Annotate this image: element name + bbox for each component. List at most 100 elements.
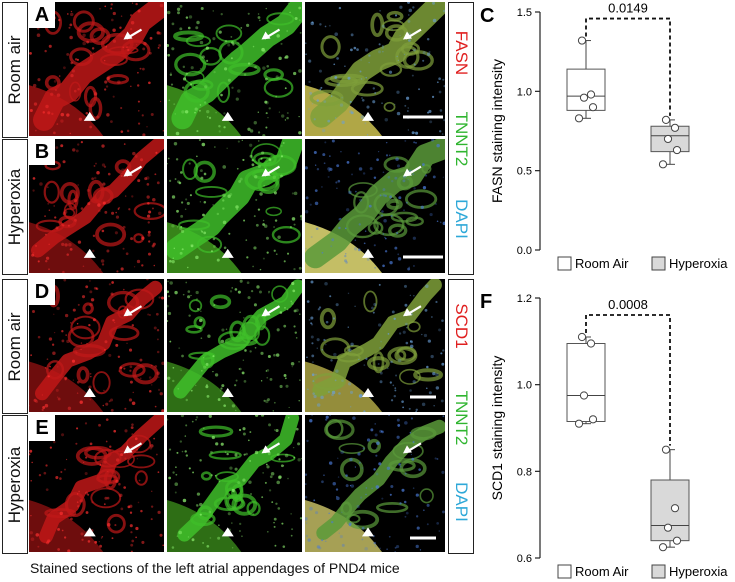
- tissue-speckle: [226, 147, 228, 150]
- data-point: [663, 523, 673, 532]
- tissue-loop: [35, 219, 65, 233]
- tissue-speckle: [361, 467, 364, 469]
- tissue-speckle: [408, 8, 413, 13]
- tissue-speckle: [259, 268, 262, 271]
- tissue-loop: [226, 493, 244, 510]
- tissue-speckle: [66, 339, 70, 344]
- tissue-speckle: [323, 474, 325, 476]
- tissue-speckle: [148, 81, 151, 85]
- tissue-speckle: [136, 458, 139, 460]
- tissue-speckle: [312, 380, 315, 383]
- tissue-speckle: [348, 522, 352, 526]
- tissue-speckle: [124, 457, 127, 460]
- tissue-speckle: [362, 172, 366, 175]
- data-point: [658, 160, 668, 169]
- tissue-speckle: [405, 511, 409, 515]
- tissue-speckle: [132, 151, 136, 156]
- tissue-speckle: [249, 129, 254, 133]
- tissue-speckle: [182, 77, 187, 81]
- tissue-speckle: [401, 488, 405, 492]
- tissue-speckle: [306, 356, 308, 358]
- tissue-speckle: [346, 208, 350, 212]
- tissue-speckle: [189, 194, 192, 197]
- data-point: [577, 36, 587, 45]
- data-point: [670, 123, 680, 132]
- tissue-speckle: [129, 524, 133, 528]
- tissue-speckle: [411, 74, 414, 77]
- chart-letter: F: [480, 291, 492, 313]
- tissue-speckle: [396, 435, 400, 439]
- tissue-speckle: [37, 78, 41, 82]
- tissue-loop: [383, 101, 396, 112]
- tissue-speckle: [202, 356, 205, 359]
- tissue-speckle: [120, 453, 124, 457]
- tissue-speckle: [384, 237, 387, 240]
- tissue-speckle: [103, 503, 106, 506]
- tissue-speckle: [47, 375, 50, 378]
- tissue-speckle: [167, 280, 169, 283]
- tissue-speckle: [204, 85, 208, 89]
- tissue-speckle: [131, 433, 134, 436]
- tissue-speckle: [75, 351, 78, 354]
- tissue-speckle: [243, 73, 247, 76]
- tissue-speckle: [364, 547, 368, 551]
- tissue-speckle: [399, 502, 402, 505]
- tissue-speckle: [119, 493, 123, 498]
- tissue-speckle: [57, 18, 61, 22]
- tissue-speckle: [30, 514, 32, 517]
- tissue-speckle: [298, 266, 302, 270]
- tissue-speckle: [136, 84, 140, 87]
- tissue-speckle: [69, 247, 73, 251]
- tissue-speckle: [269, 377, 273, 381]
- tissue-speckle: [49, 446, 52, 449]
- tissue-speckle: [120, 507, 124, 511]
- tissue-speckle: [396, 544, 400, 549]
- tissue-speckle: [262, 66, 266, 70]
- tissue-speckle: [123, 143, 126, 145]
- tissue-speckle: [150, 364, 153, 367]
- tissue-speckle: [330, 245, 333, 247]
- tissue-speckle: [298, 360, 300, 363]
- tissue-speckle: [157, 338, 159, 341]
- tissue-speckle: [379, 10, 381, 12]
- tissue-speckle: [132, 391, 134, 394]
- tissue-speckle: [257, 131, 261, 134]
- tissue-loop: [76, 366, 90, 384]
- tissue-speckle: [77, 505, 80, 508]
- tissue-speckle: [392, 384, 395, 387]
- p-value-label: 0.0008: [608, 297, 648, 312]
- tissue-loop: [410, 426, 437, 441]
- tissue-speckle: [252, 45, 255, 48]
- tissue-speckle: [185, 454, 189, 457]
- tissue-speckle: [176, 226, 179, 228]
- tissue-speckle: [408, 14, 410, 16]
- tissue-speckle: [336, 164, 340, 168]
- tissue-speckle: [436, 81, 439, 84]
- tissue-speckle: [104, 340, 108, 344]
- tissue-speckle: [75, 149, 79, 153]
- tissue-speckle: [188, 15, 193, 19]
- tissue-speckle: [123, 308, 127, 313]
- row-label-room-air-top: Room air: [2, 2, 28, 138]
- tissue-speckle: [306, 439, 309, 443]
- tissue-speckle: [290, 534, 293, 537]
- tissue-speckle: [157, 388, 161, 391]
- tissue-loop: [339, 457, 364, 482]
- tissue-speckle: [32, 83, 37, 88]
- tissue-speckle: [139, 358, 143, 362]
- tissue-speckle: [388, 415, 390, 416]
- tissue-loop: [95, 222, 127, 247]
- stain-dapi: DAPI: [452, 199, 471, 239]
- tissue-speckle: [129, 365, 133, 369]
- tissue-loop: [132, 363, 159, 385]
- tissue-speckle: [95, 287, 98, 289]
- tissue-speckle: [381, 497, 384, 500]
- tissue-loop: [399, 368, 421, 385]
- tissue-loop: [69, 81, 82, 102]
- tissue-loop: [263, 154, 297, 177]
- tissue-speckle: [435, 373, 439, 377]
- tissue-speckle: [435, 203, 437, 205]
- tissue-speckle: [218, 125, 221, 128]
- tissue-speckle: [46, 358, 49, 361]
- tissue-speckle: [68, 26, 71, 29]
